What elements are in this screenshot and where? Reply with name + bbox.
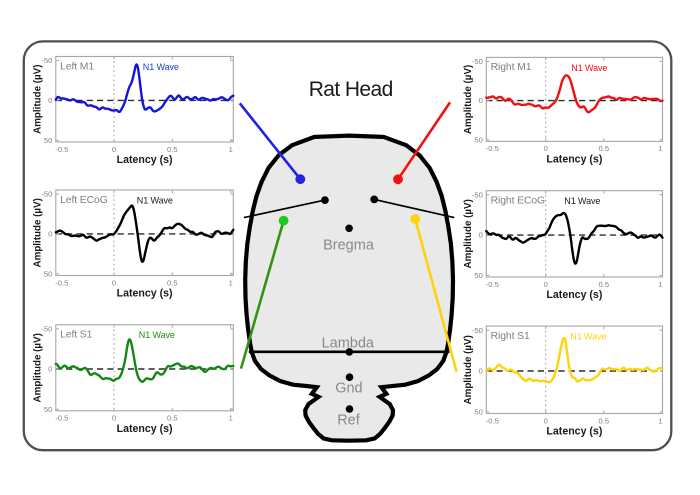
- svg-text:Latency (s): Latency (s): [117, 423, 173, 435]
- svg-text:Amplitude (µV): Amplitude (µV): [463, 65, 474, 134]
- svg-text:0: 0: [48, 230, 52, 239]
- svg-text:0.5: 0.5: [599, 144, 610, 153]
- svg-text:-0.5: -0.5: [55, 278, 68, 287]
- svg-text:Left M1: Left M1: [60, 61, 94, 72]
- svg-text:-50: -50: [41, 324, 52, 333]
- svg-text:-0.5: -0.5: [55, 414, 68, 423]
- svg-text:50: 50: [474, 135, 482, 144]
- svg-text:-0.5: -0.5: [55, 145, 68, 154]
- svg-text:-0.5: -0.5: [486, 416, 499, 425]
- svg-text:-0.5: -0.5: [486, 144, 499, 153]
- svg-text:0: 0: [48, 96, 52, 105]
- svg-text:0: 0: [48, 365, 52, 374]
- svg-text:Latency (s): Latency (s): [546, 153, 602, 165]
- svg-text:N1 Wave: N1 Wave: [143, 62, 179, 72]
- svg-text:0: 0: [544, 144, 548, 153]
- svg-text:Amplitude (µV): Amplitude (µV): [32, 65, 43, 134]
- svg-text:0.5: 0.5: [599, 280, 610, 289]
- svg-text:Right ECoG: Right ECoG: [491, 196, 545, 207]
- svg-text:Right S1: Right S1: [491, 331, 530, 342]
- svg-text:Lambda: Lambda: [322, 335, 375, 351]
- svg-text:0: 0: [112, 414, 116, 423]
- svg-text:0.5: 0.5: [167, 145, 178, 154]
- svg-text:-50: -50: [472, 57, 483, 66]
- svg-text:50: 50: [474, 408, 482, 417]
- svg-text:-50: -50: [472, 326, 483, 335]
- svg-text:-50: -50: [41, 56, 52, 65]
- svg-text:N1 Wave: N1 Wave: [137, 195, 173, 205]
- svg-text:Amplitude (µV): Amplitude (µV): [463, 335, 474, 404]
- svg-text:0: 0: [112, 145, 116, 154]
- svg-text:Amplitude (µV): Amplitude (µV): [32, 198, 43, 267]
- svg-text:0: 0: [544, 280, 548, 289]
- svg-text:N1 Wave: N1 Wave: [564, 196, 600, 206]
- svg-text:Gnd: Gnd: [335, 380, 362, 396]
- svg-text:0.5: 0.5: [167, 278, 178, 287]
- svg-text:-50: -50: [41, 190, 52, 199]
- svg-text:50: 50: [44, 270, 52, 279]
- svg-text:Left S1: Left S1: [60, 330, 93, 341]
- svg-text:Right M1: Right M1: [491, 62, 532, 73]
- svg-text:Latency (s): Latency (s): [117, 154, 173, 166]
- svg-text:1: 1: [229, 278, 233, 287]
- svg-text:1: 1: [229, 414, 233, 423]
- svg-text:0: 0: [479, 367, 483, 376]
- svg-text:0: 0: [479, 231, 483, 240]
- svg-text:Latency (s): Latency (s): [546, 426, 602, 438]
- svg-text:-50: -50: [472, 190, 483, 199]
- svg-text:Rat Head: Rat Head: [309, 78, 393, 101]
- svg-text:Amplitude (µV): Amplitude (µV): [32, 333, 43, 402]
- svg-text:50: 50: [44, 136, 52, 145]
- svg-text:0: 0: [544, 416, 548, 425]
- svg-text:0: 0: [112, 278, 116, 287]
- svg-text:Latency (s): Latency (s): [117, 288, 173, 300]
- svg-text:N1 Wave: N1 Wave: [139, 330, 175, 340]
- svg-text:Amplitude (µV): Amplitude (µV): [463, 199, 474, 268]
- svg-text:0.5: 0.5: [167, 414, 178, 423]
- svg-text:Bregma: Bregma: [323, 238, 375, 254]
- svg-text:Ref: Ref: [337, 413, 361, 429]
- svg-text:Left ECoG: Left ECoG: [60, 195, 108, 206]
- svg-text:N1 Wave: N1 Wave: [571, 63, 607, 73]
- svg-text:1: 1: [229, 145, 233, 154]
- svg-text:1: 1: [658, 416, 662, 425]
- svg-text:50: 50: [474, 271, 482, 280]
- svg-text:1: 1: [658, 280, 662, 289]
- svg-text:50: 50: [44, 405, 52, 414]
- svg-text:0.5: 0.5: [599, 416, 610, 425]
- svg-text:1: 1: [658, 144, 662, 153]
- svg-text:-0.5: -0.5: [486, 280, 499, 289]
- svg-text:Latency (s): Latency (s): [546, 289, 602, 301]
- svg-text:N1 Wave: N1 Wave: [570, 332, 606, 342]
- svg-text:0: 0: [479, 96, 483, 105]
